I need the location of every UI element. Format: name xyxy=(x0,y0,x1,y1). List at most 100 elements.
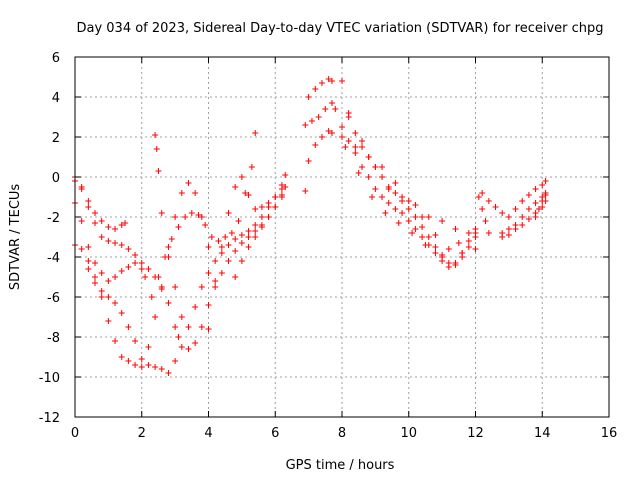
data-point xyxy=(399,210,406,216)
data-point xyxy=(132,338,139,344)
y-tick-label: -12 xyxy=(39,411,60,426)
data-point xyxy=(439,218,446,224)
data-point xyxy=(405,198,412,204)
data-point xyxy=(118,354,125,360)
data-point xyxy=(138,260,145,266)
data-point xyxy=(232,184,239,190)
series-track-6 xyxy=(148,130,259,300)
data-point xyxy=(245,192,252,198)
data-point xyxy=(105,278,112,284)
data-point xyxy=(198,214,205,220)
data-point xyxy=(98,294,105,300)
data-point xyxy=(178,190,185,196)
data-point xyxy=(172,358,179,364)
data-point xyxy=(532,200,539,206)
data-point xyxy=(542,178,549,184)
axis-ticks: 0 2 4 6 8 10 12 14 16 -12 -10 -8 -6 -4 -2 0 2 4 6 xyxy=(39,51,618,441)
data-point xyxy=(342,144,349,150)
data-point xyxy=(112,240,119,246)
x-axis-label: GPS time / hours xyxy=(286,458,395,473)
data-point xyxy=(105,294,112,300)
data-point xyxy=(328,130,335,136)
data-point xyxy=(485,198,492,204)
y-tick-label: -6 xyxy=(47,291,60,306)
data-point xyxy=(98,234,105,240)
series-track-10 xyxy=(152,132,162,174)
y-tick-label: -4 xyxy=(47,251,60,266)
data-point xyxy=(122,220,129,226)
data-point xyxy=(312,142,319,148)
data-point xyxy=(212,284,219,290)
data-point xyxy=(85,198,92,204)
data-point xyxy=(532,186,539,192)
data-point xyxy=(85,204,92,210)
data-point xyxy=(419,224,426,230)
x-tick-label: 14 xyxy=(534,426,551,441)
data-point xyxy=(138,266,145,272)
data-point xyxy=(352,130,359,136)
data-point xyxy=(345,114,352,120)
data-point xyxy=(505,226,512,232)
data-point xyxy=(339,124,345,130)
data-point xyxy=(392,206,399,212)
data-point xyxy=(98,270,105,276)
data-point xyxy=(132,252,139,258)
data-point xyxy=(512,226,519,232)
data-point xyxy=(245,234,252,240)
data-point xyxy=(218,270,225,276)
data-point xyxy=(105,318,112,324)
data-points xyxy=(72,76,549,376)
data-point xyxy=(208,234,215,240)
data-point xyxy=(332,106,339,112)
data-point xyxy=(439,258,446,264)
data-point xyxy=(432,250,439,256)
data-point xyxy=(539,204,546,210)
data-point xyxy=(132,260,139,266)
data-point xyxy=(92,220,99,226)
data-point xyxy=(499,234,506,240)
data-point xyxy=(172,214,179,220)
data-point xyxy=(145,344,152,350)
data-point xyxy=(355,170,362,176)
data-point xyxy=(185,324,192,330)
data-point xyxy=(359,138,366,144)
data-point xyxy=(519,198,526,204)
data-point xyxy=(479,190,486,196)
data-point xyxy=(452,226,459,232)
data-point xyxy=(188,210,195,216)
data-point xyxy=(175,334,182,340)
data-point xyxy=(499,210,506,216)
data-point xyxy=(112,300,119,306)
data-point xyxy=(318,134,325,140)
data-point xyxy=(542,192,549,198)
data-point xyxy=(145,266,152,272)
data-point xyxy=(519,222,526,228)
data-point xyxy=(352,144,359,150)
data-point xyxy=(475,194,482,200)
data-point xyxy=(238,258,245,264)
data-point xyxy=(395,220,402,226)
data-point xyxy=(185,346,192,352)
data-point xyxy=(118,222,125,228)
data-point xyxy=(265,214,272,220)
series-track-11 xyxy=(305,76,335,100)
data-point xyxy=(412,202,419,208)
series-track-8 xyxy=(205,174,285,332)
y-tick-label: 0 xyxy=(52,171,60,186)
data-point xyxy=(419,214,426,220)
data-point xyxy=(472,226,479,232)
x-tick-label: 16 xyxy=(601,426,618,441)
data-point xyxy=(125,246,132,252)
data-point xyxy=(225,258,232,264)
data-point xyxy=(145,362,152,368)
x-tick-label: 0 xyxy=(71,426,79,441)
data-point xyxy=(325,128,332,134)
series-track-3 xyxy=(72,200,149,284)
data-point xyxy=(238,240,245,246)
data-point xyxy=(235,218,242,224)
data-point xyxy=(422,242,429,248)
data-point xyxy=(282,184,289,190)
data-point xyxy=(482,218,489,224)
data-point xyxy=(205,302,212,308)
data-point xyxy=(152,364,159,370)
